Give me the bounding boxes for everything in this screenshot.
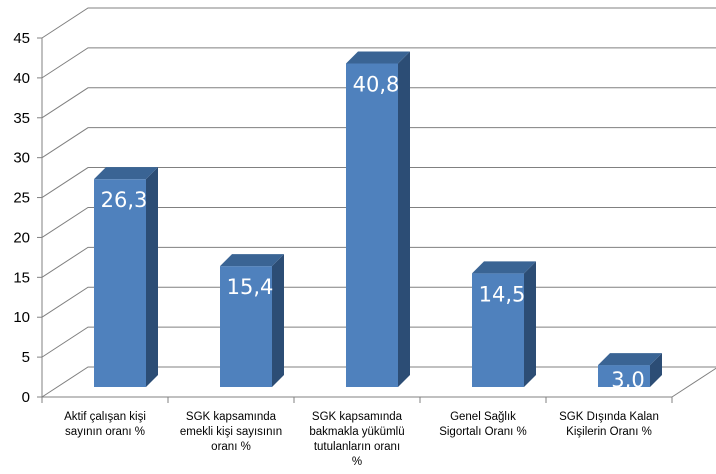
bar-side xyxy=(272,254,284,387)
bar-side xyxy=(650,353,662,387)
gridline xyxy=(41,167,716,198)
bar-front xyxy=(346,63,398,388)
floor-edge xyxy=(88,366,716,398)
bar xyxy=(598,353,662,387)
data-labels: 26,3 15,4 40,8 14,5 3,0 xyxy=(101,73,645,393)
gridline xyxy=(41,206,716,238)
bar-front xyxy=(220,266,272,387)
y-tick-labels: 0 5 10 15 20 25 30 35 40 45 xyxy=(13,30,30,406)
bar xyxy=(220,254,284,387)
gridline xyxy=(41,127,716,159)
category-label: Aktif çalışan kişi sayının oranı % xyxy=(64,411,146,438)
bar xyxy=(346,51,410,388)
bar-top xyxy=(94,167,158,180)
category-label: SGK kapsamında bakmakla yükümlü tutulanlar… xyxy=(309,411,404,468)
y-tick-label: 40 xyxy=(13,70,30,87)
y-tick-label: 30 xyxy=(13,150,30,167)
bars xyxy=(94,51,662,388)
bar-side xyxy=(146,167,158,387)
y-tick-label: 35 xyxy=(13,110,30,127)
y-tick-label: 0 xyxy=(22,389,30,406)
y-tick-label: 20 xyxy=(13,229,30,246)
bar-top xyxy=(220,254,284,267)
y-tick-label: 5 xyxy=(22,349,30,366)
category-label: Genel Sağlık Sigortalı Oranı % xyxy=(439,411,527,438)
gridline xyxy=(41,246,716,278)
bar-top xyxy=(346,51,410,64)
data-label: 40,8 xyxy=(353,73,400,97)
category-label: SGK kapsamında emekli kişi sayısının oranı… xyxy=(180,411,282,453)
gridlines xyxy=(41,7,716,398)
bar-front xyxy=(94,179,146,387)
bar xyxy=(94,167,158,387)
y-tick-label: 15 xyxy=(13,269,30,286)
bar xyxy=(472,261,536,387)
bar-front xyxy=(472,273,524,387)
bar-top xyxy=(598,353,662,366)
data-label: 26,3 xyxy=(101,188,148,212)
y-tick-label: 10 xyxy=(13,309,30,326)
gridline xyxy=(41,47,716,79)
data-label: 15,4 xyxy=(227,275,274,299)
y-tick-label: 25 xyxy=(13,190,30,207)
data-label: 14,5 xyxy=(479,282,526,306)
y-tick-label: 45 xyxy=(13,30,30,47)
category-label: SGK Dışında Kalan Kişilerin Oranı % xyxy=(559,411,659,438)
bar-top xyxy=(472,261,536,274)
gridline xyxy=(41,7,716,39)
gridline xyxy=(41,87,716,119)
data-label: 3,0 xyxy=(611,368,644,392)
axes xyxy=(37,37,673,403)
category-labels: Aktif çalışan kişi sayının oranı % SGK kap… xyxy=(64,411,659,468)
bar-front xyxy=(598,365,650,387)
bar-side xyxy=(398,51,410,388)
bar-side xyxy=(524,261,536,387)
